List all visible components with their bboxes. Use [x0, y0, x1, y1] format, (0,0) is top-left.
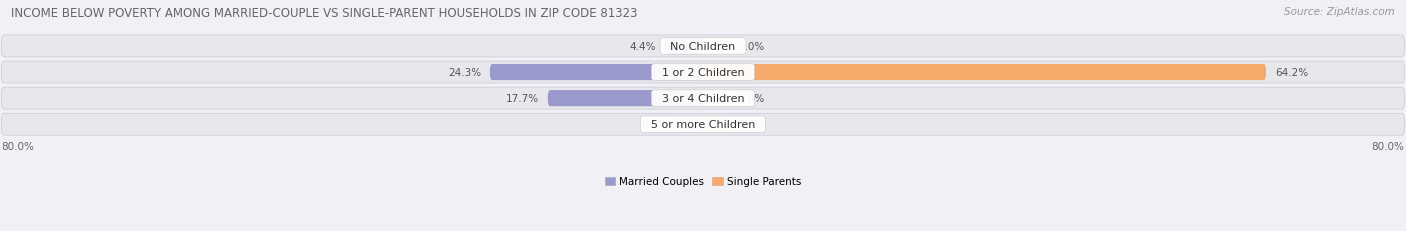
Text: 4.4%: 4.4%: [628, 42, 655, 52]
Text: 80.0%: 80.0%: [1, 142, 34, 152]
Text: 24.3%: 24.3%: [449, 68, 481, 78]
Text: Source: ZipAtlas.com: Source: ZipAtlas.com: [1284, 7, 1395, 17]
Text: 0.0%: 0.0%: [641, 120, 668, 130]
FancyBboxPatch shape: [1, 62, 1405, 84]
Text: 17.7%: 17.7%: [506, 94, 538, 104]
FancyBboxPatch shape: [548, 91, 703, 107]
Text: 80.0%: 80.0%: [1372, 142, 1405, 152]
Legend: Married Couples, Single Parents: Married Couples, Single Parents: [605, 177, 801, 187]
Text: 0.0%: 0.0%: [738, 120, 765, 130]
Text: 5 or more Children: 5 or more Children: [644, 120, 762, 130]
FancyBboxPatch shape: [489, 65, 703, 81]
FancyBboxPatch shape: [1, 88, 1405, 110]
FancyBboxPatch shape: [703, 117, 730, 133]
Text: INCOME BELOW POVERTY AMONG MARRIED-COUPLE VS SINGLE-PARENT HOUSEHOLDS IN ZIP COD: INCOME BELOW POVERTY AMONG MARRIED-COUPL…: [11, 7, 638, 20]
Text: 1 or 2 Children: 1 or 2 Children: [655, 68, 751, 78]
FancyBboxPatch shape: [1, 36, 1405, 58]
FancyBboxPatch shape: [703, 39, 730, 55]
Text: 0.0%: 0.0%: [738, 42, 765, 52]
FancyBboxPatch shape: [703, 91, 730, 107]
Text: 64.2%: 64.2%: [1275, 68, 1308, 78]
FancyBboxPatch shape: [1, 114, 1405, 136]
Text: 3 or 4 Children: 3 or 4 Children: [655, 94, 751, 104]
Text: No Children: No Children: [664, 42, 742, 52]
Text: 0.0%: 0.0%: [738, 94, 765, 104]
FancyBboxPatch shape: [665, 39, 703, 55]
FancyBboxPatch shape: [703, 65, 1265, 81]
FancyBboxPatch shape: [676, 117, 703, 133]
